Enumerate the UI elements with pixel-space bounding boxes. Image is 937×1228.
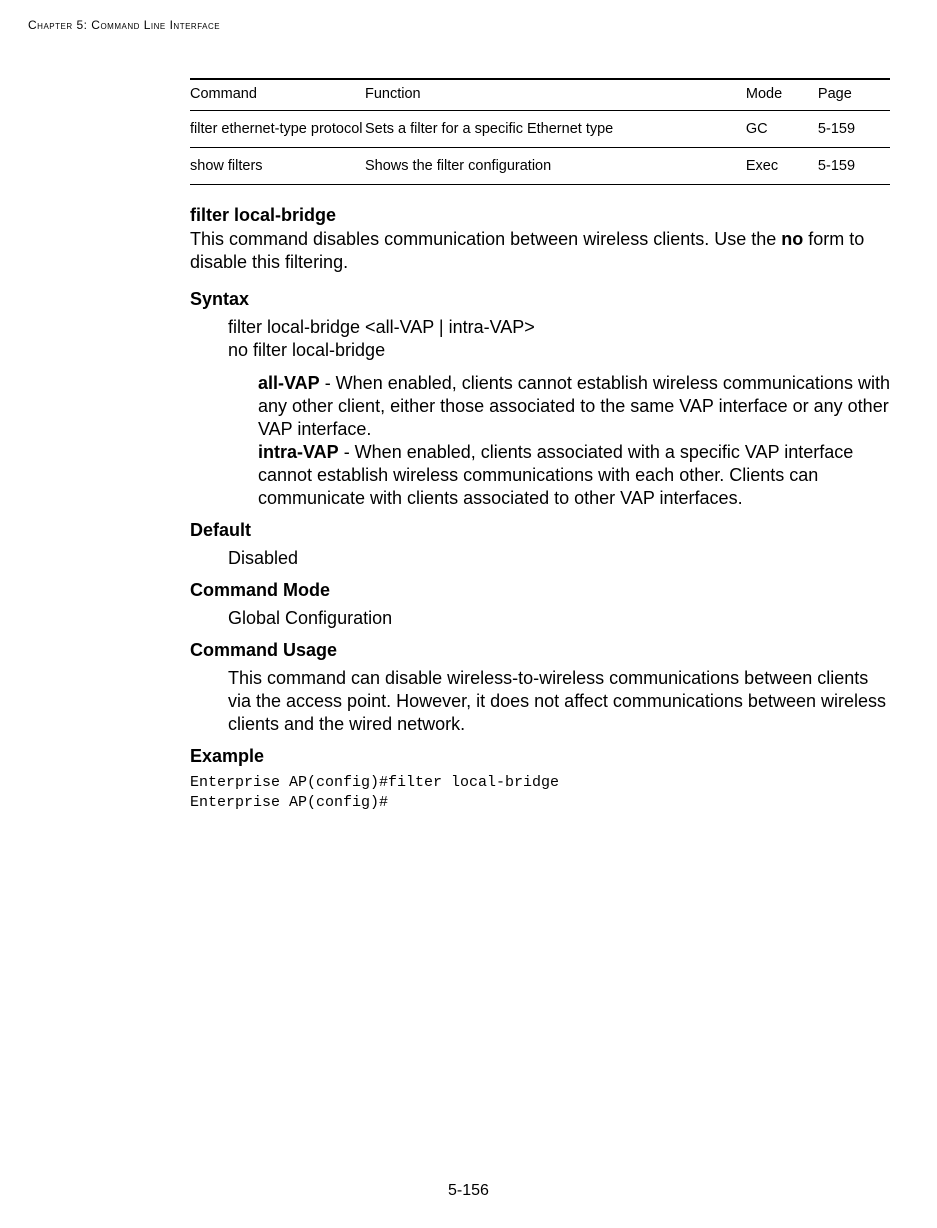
- option-desc: - When enabled, clients associated with …: [258, 442, 853, 508]
- syntax-label: Syntax: [190, 289, 890, 310]
- cell-function: Shows the filter configuration: [365, 148, 746, 185]
- col-header-function: Function: [365, 79, 746, 111]
- table-row: show filters Shows the filter configurat…: [190, 148, 890, 185]
- command-mode-value: Global Configuration: [228, 607, 890, 630]
- default-label: Default: [190, 520, 890, 541]
- default-value: Disabled: [228, 547, 890, 570]
- syntax-block: filter local-bridge <all-VAP | intra-VAP…: [228, 316, 890, 362]
- cell-command: filter ethernet-type protocol: [190, 111, 365, 148]
- col-header-mode: Mode: [746, 79, 818, 111]
- command-usage-label: Command Usage: [190, 640, 890, 661]
- cell-mode: GC: [746, 111, 818, 148]
- col-header-command: Command: [190, 79, 365, 111]
- section-title: filter local-bridge: [190, 205, 890, 226]
- command-mode-label: Command Mode: [190, 580, 890, 601]
- example-code: Enterprise AP(config)#filter local-bridg…: [190, 773, 890, 814]
- syntax-line: filter local-bridge <all-VAP | intra-VAP…: [228, 316, 890, 339]
- cell-mode: Exec: [746, 148, 818, 185]
- example-label: Example: [190, 746, 890, 767]
- cell-page: 5-159: [818, 111, 890, 148]
- cell-command: show filters: [190, 148, 365, 185]
- option-desc: - When enabled, clients cannot establish…: [258, 373, 890, 439]
- intro-text-pre: This command disables communication betw…: [190, 229, 781, 249]
- command-usage-text: This command can disable wireless-to-wir…: [228, 667, 890, 736]
- col-header-page: Page: [818, 79, 890, 111]
- cell-page: 5-159: [818, 148, 890, 185]
- commands-table: Command Function Mode Page filter ethern…: [190, 78, 890, 185]
- option-term: all-VAP: [258, 373, 320, 393]
- section-intro: This command disables communication betw…: [190, 228, 890, 275]
- cell-function: Sets a filter for a specific Ethernet ty…: [365, 111, 746, 148]
- option-term: intra-VAP: [258, 442, 339, 462]
- syntax-line: no filter local-bridge: [228, 339, 890, 362]
- intro-bold: no: [781, 229, 803, 249]
- table-row: filter ethernet-type protocol Sets a fil…: [190, 111, 890, 148]
- table-header-row: Command Function Mode Page: [190, 79, 890, 111]
- syntax-options: all-VAP - When enabled, clients cannot e…: [258, 372, 890, 510]
- page-number: 5-156: [0, 1182, 937, 1200]
- running-header: Chapter 5: Command Line Interface: [28, 18, 220, 32]
- page-content: Command Function Mode Page filter ethern…: [190, 78, 890, 814]
